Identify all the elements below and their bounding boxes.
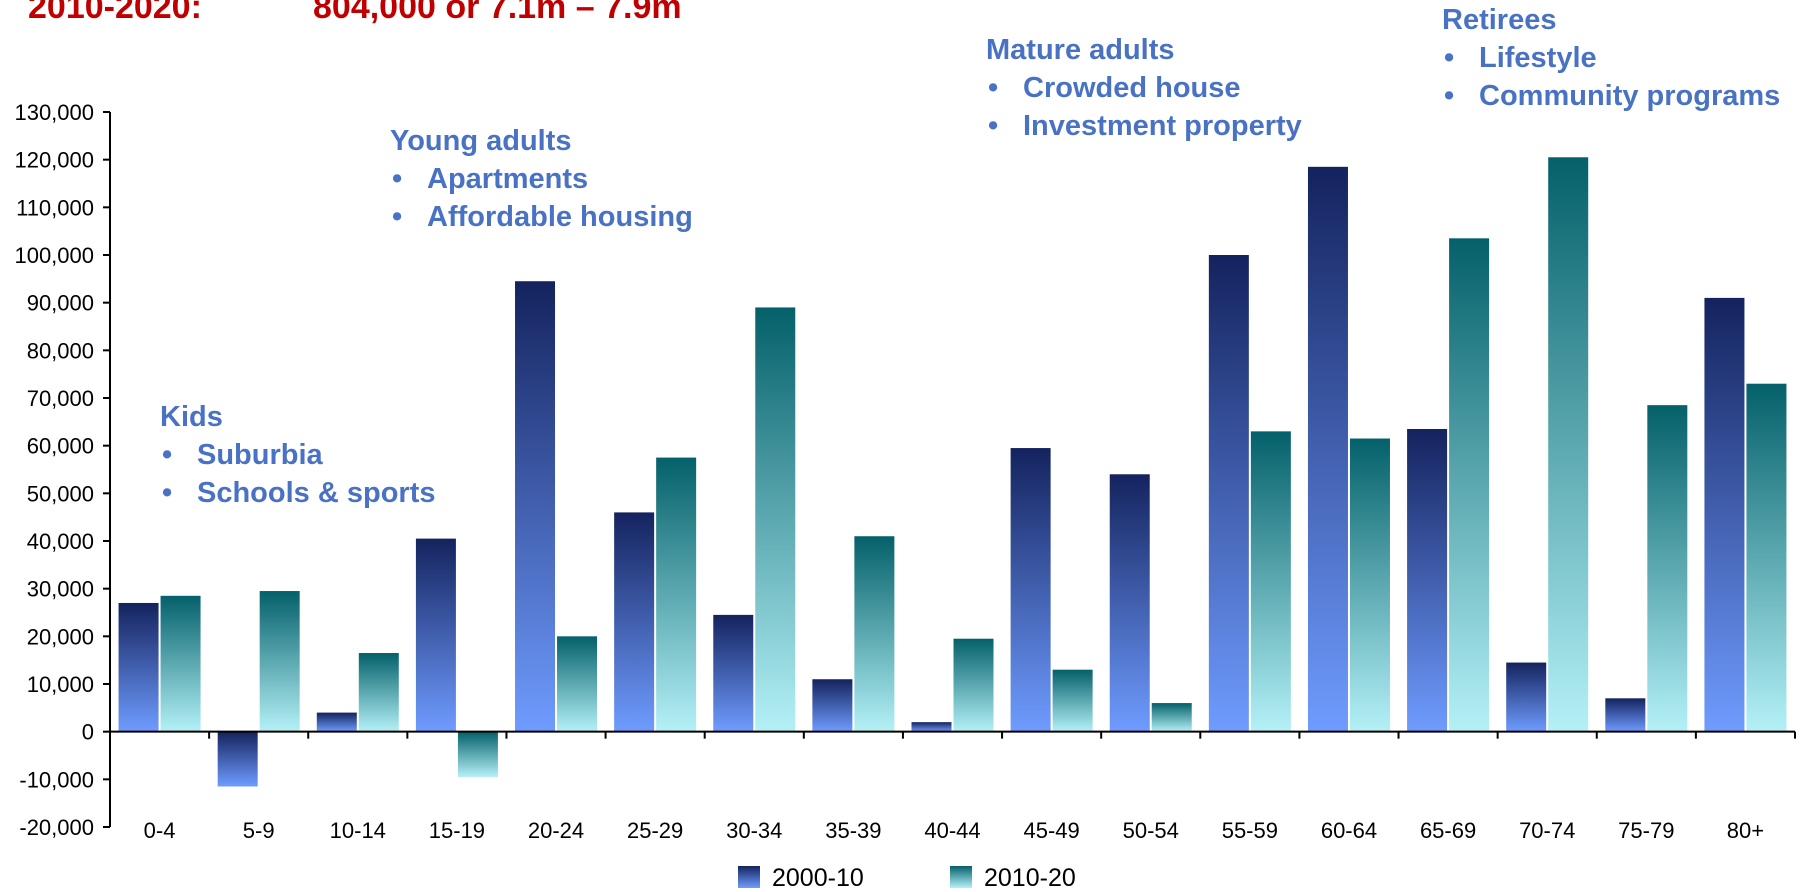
y-tick-label: 130,000 — [14, 100, 94, 125]
y-tick-label: 60,000 — [27, 434, 94, 459]
legend: 2000-10 2010-20 — [738, 864, 1076, 892]
bar-2000-10 — [1010, 448, 1051, 732]
y-tick-label: 100,000 — [14, 243, 94, 268]
header-value: 804,000 or 7.1m – 7.9m — [313, 0, 682, 26]
x-tick-label: 60-64 — [1321, 818, 1377, 843]
annotation-retirees: Retirees Lifestyle Community programs — [1442, 1, 1780, 115]
x-tick-label: 75-79 — [1618, 818, 1674, 843]
bar-2000-10 — [1307, 166, 1348, 732]
bar-2010-20 — [1449, 238, 1490, 732]
x-tick-label: 70-74 — [1519, 818, 1575, 843]
x-tick-label: 50-54 — [1123, 818, 1179, 843]
annotation-item: Schools & sports — [160, 474, 436, 512]
y-tick-label: 0 — [82, 720, 94, 745]
bar-2010-20 — [1151, 703, 1192, 732]
bar-2000-10 — [1704, 297, 1745, 732]
x-tick-label: 40-44 — [924, 818, 980, 843]
annotation-item: Investment property — [986, 107, 1302, 145]
y-tick-label: 10,000 — [27, 672, 94, 697]
x-tick-label: 80+ — [1727, 818, 1764, 843]
bar-2000-10 — [217, 731, 258, 787]
bar-2010-20 — [1548, 157, 1589, 732]
x-tick-label: 10-14 — [330, 818, 386, 843]
annotation-mature-adults: Mature adults Crowded house Investment p… — [986, 31, 1302, 145]
y-tick-label: 70,000 — [27, 386, 94, 411]
bar-2010-20 — [457, 731, 498, 777]
bar-2010-20 — [1250, 431, 1291, 732]
header-line: 2010-2020: 804,000 or 7.1m – 7.9m — [28, 0, 682, 27]
y-tick-label: -20,000 — [19, 815, 94, 840]
x-axis: 0-4 5-9 10-14 15-19 20-24 25-29 30-34 35-39 40-4… — [109, 730, 1796, 843]
bar-2010-20 — [259, 591, 300, 732]
x-tick-label: 0-4 — [144, 818, 176, 843]
bar-2010-20 — [358, 653, 399, 732]
x-tick-label: 45-49 — [1023, 818, 1079, 843]
annotation-item: Suburbia — [160, 436, 436, 474]
bar-2010-20 — [854, 536, 895, 732]
annotation-item: Affordable housing — [390, 198, 693, 236]
annotation-title: Mature adults — [986, 34, 1175, 66]
annotation-young-adults: Young adults Apartments Affordable housi… — [390, 122, 693, 236]
bar-2010-20 — [1647, 405, 1688, 732]
x-tick-label: 20-24 — [528, 818, 584, 843]
annotation-title: Retirees — [1442, 4, 1557, 36]
x-tick-label: 25-29 — [627, 818, 683, 843]
annotation-kids: Kids Suburbia Schools & sports — [160, 398, 436, 512]
bar-2000-10 — [316, 712, 357, 732]
legend-swatch — [950, 866, 972, 888]
y-tick-label: 80,000 — [27, 338, 94, 363]
annotation-item: Apartments — [390, 160, 693, 198]
bar-2010-20 — [1052, 669, 1093, 732]
bar-2000-10 — [1506, 662, 1547, 732]
bar-2010-20 — [755, 307, 796, 732]
bar-2000-10 — [1605, 698, 1646, 732]
bar-2000-10 — [713, 614, 754, 732]
bar-2010-20 — [1349, 438, 1390, 732]
bar-2000-10 — [1208, 255, 1249, 732]
legend-label: 2010-20 — [984, 864, 1076, 892]
bar-2000-10 — [911, 722, 952, 732]
x-tick-label: 5-9 — [243, 818, 275, 843]
x-tick-label: 65-69 — [1420, 818, 1476, 843]
bar-2010-20 — [557, 636, 598, 732]
bar-2010-20 — [953, 638, 994, 732]
bar-2000-10 — [1109, 474, 1150, 732]
annotation-item: Community programs — [1442, 77, 1780, 115]
y-axis: -20,000 -10,000 0 10,000 20,000 30,000 40,000 5… — [14, 100, 111, 840]
y-tick-label: 120,000 — [14, 148, 94, 173]
y-tick-label: 110,000 — [16, 195, 94, 220]
annotation-title: Kids — [160, 401, 223, 433]
y-tick-label: 20,000 — [27, 624, 94, 649]
bar-2000-10 — [118, 602, 159, 732]
bar-2010-20 — [656, 457, 697, 732]
bar-2000-10 — [1407, 428, 1448, 732]
x-tick-label: 15-19 — [429, 818, 485, 843]
bar-2000-10 — [415, 538, 456, 732]
bars — [118, 157, 1787, 787]
x-tick-label: 55-59 — [1222, 818, 1278, 843]
y-tick-label: 30,000 — [27, 577, 94, 602]
header-label: 2010-2020: — [28, 0, 202, 26]
bar-2000-10 — [812, 679, 853, 732]
bar-2000-10 — [515, 281, 556, 732]
bar-2000-10 — [614, 512, 655, 732]
annotation-title: Young adults — [390, 125, 572, 157]
bar-2010-20 — [160, 595, 201, 732]
annotation-item: Crowded house — [986, 69, 1302, 107]
y-tick-label: 90,000 — [27, 291, 94, 316]
y-tick-label: -10,000 — [19, 767, 94, 792]
x-tick-label: 35-39 — [825, 818, 881, 843]
y-tick-label: 40,000 — [27, 529, 94, 554]
annotation-item: Lifestyle — [1442, 39, 1780, 77]
legend-swatch — [738, 866, 760, 888]
y-tick-label: 50,000 — [27, 481, 94, 506]
x-tick-label: 30-34 — [726, 818, 782, 843]
legend-label: 2000-10 — [772, 864, 864, 892]
bar-2010-20 — [1746, 383, 1787, 732]
